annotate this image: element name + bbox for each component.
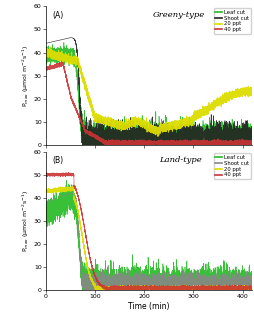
- Text: (B): (B): [52, 156, 63, 165]
- Y-axis label: P$_{max}$ (μmol m$^{-2}$s$^{-1}$): P$_{max}$ (μmol m$^{-2}$s$^{-1}$): [21, 44, 31, 107]
- Legend: Leaf cut, Shoot cut, 20 ppt, 40 ppt: Leaf cut, Shoot cut, 20 ppt, 40 ppt: [213, 153, 250, 179]
- Legend: Leaf cut, Shoot cut, 20 ppt, 40 ppt: Leaf cut, Shoot cut, 20 ppt, 40 ppt: [213, 8, 250, 34]
- Y-axis label: P$_{max}$ (μmol m$^{-2}$s$^{-1}$): P$_{max}$ (μmol m$^{-2}$s$^{-1}$): [21, 190, 31, 252]
- Text: Greeny-type: Greeny-type: [153, 11, 205, 19]
- X-axis label: Time (min): Time (min): [128, 302, 169, 311]
- Text: Land-type: Land-type: [159, 156, 201, 164]
- Text: (A): (A): [52, 11, 63, 20]
